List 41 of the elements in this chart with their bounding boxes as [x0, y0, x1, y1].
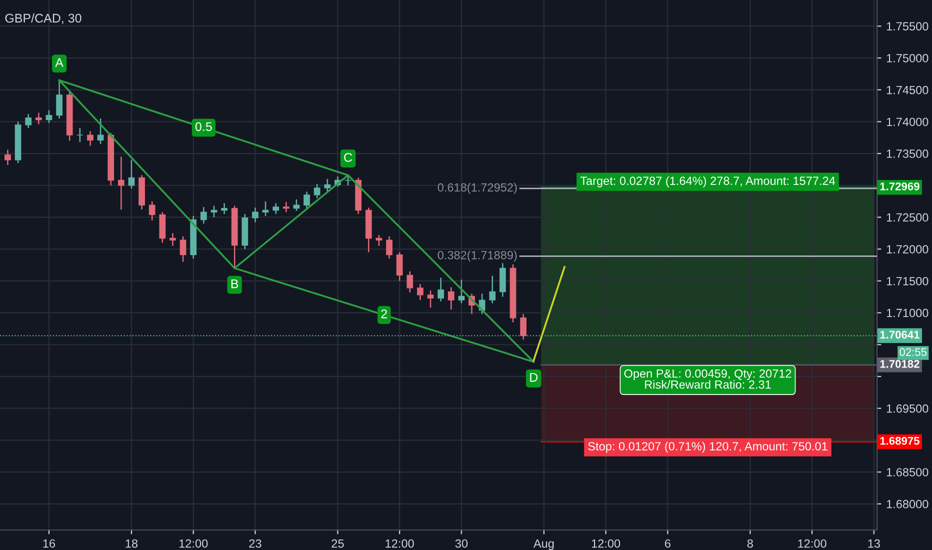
y-tick-label: 1.71000 [886, 308, 928, 318]
y-tick-label: 1.72000 [886, 245, 928, 254]
y-tick-label: 1.73500 [886, 150, 928, 158]
x-tick-label: 25 [332, 539, 344, 548]
annotation: 0.5 [195, 122, 212, 132]
y-tick-label: 1.69500 [886, 404, 928, 413]
y-tick-label: 1.71500 [886, 276, 928, 286]
y-tick-label: 1.75500 [886, 22, 928, 31]
annotation: Open P&L: 0.00459, Qty: 20712 Risk/Reward Ratio: 2.31 [624, 369, 792, 389]
ref-line-label: 1.70182 [880, 360, 920, 368]
y-tick-label: 1.72500 [886, 213, 928, 222]
x-tick-label: 6 [664, 539, 670, 548]
x-tick-label: 16 [43, 539, 56, 548]
x-tick-label: Aug [533, 539, 554, 550]
annotation: D [530, 373, 538, 382]
x-tick-label: 13 [868, 539, 880, 548]
x-tick-label: 18 [126, 539, 138, 548]
ref-line-label: 1.72969 [880, 182, 920, 190]
x-tick-label: 12:00 [386, 539, 414, 548]
x-tick-label: 23 [249, 539, 262, 548]
x-tick-label: 12:00 [179, 539, 208, 548]
ref-line-label: 1.70641 [880, 330, 920, 339]
annotation: A [55, 58, 64, 67]
y-tick-label: 1.74000 [886, 118, 928, 126]
annotation: B [231, 279, 238, 288]
ref-line-label: 0.618(1.72952) [438, 182, 517, 194]
x-tick-label: 30 [455, 539, 468, 548]
annotation: 2 [381, 310, 387, 318]
x-tick-label: 12:00 [592, 539, 620, 548]
y-tick-label: 1.68000 [886, 500, 928, 508]
y-tick-label: 1.74500 [886, 86, 928, 94]
text: GBP/CAD, 30 [5, 13, 82, 24]
text: 02:55 [900, 348, 927, 356]
annotation: C [344, 153, 352, 162]
x-tick-label: 12:00 [798, 539, 826, 548]
y-tick-label: 1.68500 [886, 468, 928, 476]
y-tick-label: 1.75000 [886, 54, 928, 62]
band-label: Stop: 0.01207 (0.71%) 120.7, Amount: 750.01 [588, 442, 828, 453]
x-tick-label: 8 [747, 539, 753, 548]
ref-line-label: 0.382(1.71889) [438, 250, 517, 262]
ref-line-label: 1.68975 [880, 436, 920, 445]
